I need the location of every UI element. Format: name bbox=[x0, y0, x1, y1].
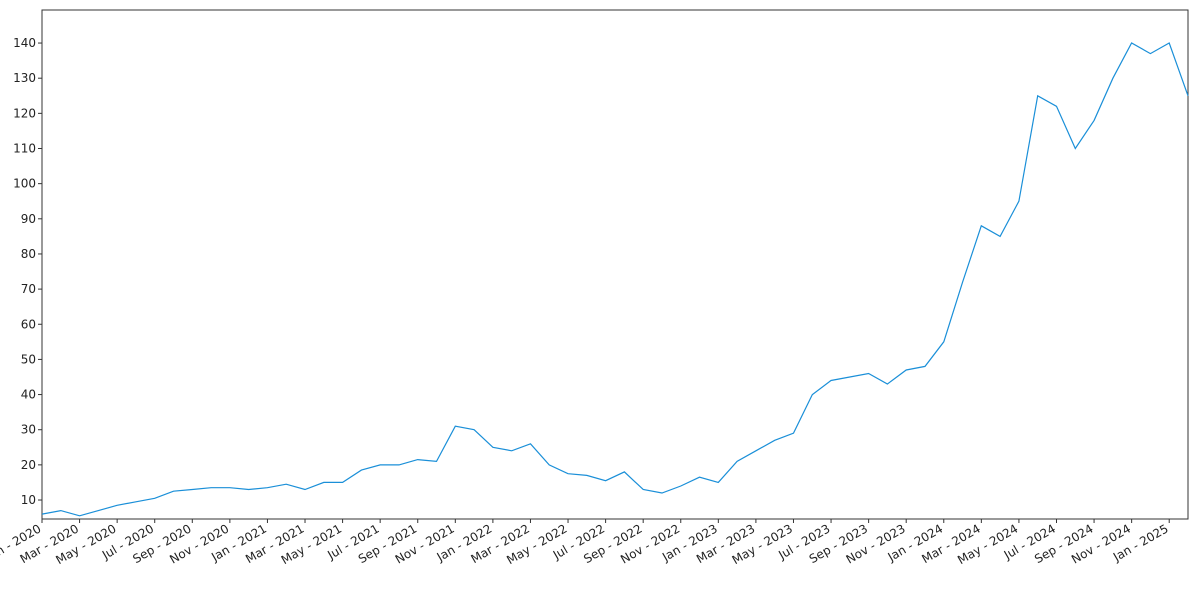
y-tick-label: 60 bbox=[21, 317, 36, 331]
y-tick-label: 30 bbox=[21, 423, 36, 437]
y-tick-label: 130 bbox=[13, 71, 36, 85]
y-tick-label: 80 bbox=[21, 247, 36, 261]
y-tick-label: 100 bbox=[13, 177, 36, 191]
y-tick-label: 70 bbox=[21, 282, 36, 296]
plot-frame bbox=[41, 9, 1189, 520]
y-tick-label: 50 bbox=[21, 352, 36, 366]
y-tick-label: 110 bbox=[13, 141, 36, 155]
y-tick-label: 10 bbox=[21, 493, 36, 507]
y-tick-label: 40 bbox=[21, 388, 36, 402]
price-line bbox=[41, 42, 1189, 517]
y-tick-label: 120 bbox=[13, 106, 36, 120]
y-tick-label: 20 bbox=[21, 458, 36, 472]
y-tick-label: 90 bbox=[21, 212, 36, 226]
y-tick-label: 140 bbox=[13, 36, 36, 50]
